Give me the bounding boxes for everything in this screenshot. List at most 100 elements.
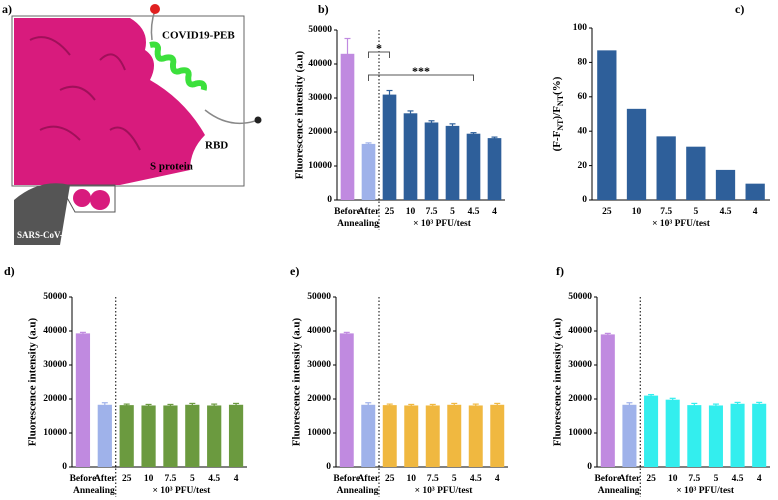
y-tick-label: 20 — [578, 161, 588, 171]
y-axis-label-part: NT — [556, 94, 565, 106]
error-bar — [428, 120, 435, 125]
y-tick-label: 50000 — [307, 292, 331, 302]
error-bar — [408, 403, 415, 407]
bar — [141, 405, 156, 467]
panel-label: a) — [2, 2, 12, 16]
bar — [466, 133, 481, 200]
y-tick-label: 10000 — [568, 428, 592, 438]
x-axis-label: × 10³ PFU/test — [415, 486, 474, 496]
bar — [665, 399, 680, 467]
y-tick-label: 30000 — [308, 93, 332, 103]
x-tick-label: 4.5 — [720, 207, 732, 217]
error-bar — [491, 136, 498, 140]
y-tick-label: 10000 — [307, 428, 331, 438]
x-tick-label: 7.5 — [660, 207, 672, 217]
significance-bracket — [368, 51, 390, 58]
y-tick-label: 0 — [582, 195, 587, 205]
bar — [745, 183, 765, 200]
error-bar — [386, 403, 393, 407]
spike — [90, 190, 110, 210]
x-tick-label: 4.5 — [208, 474, 220, 484]
bar — [597, 50, 617, 200]
bar — [447, 404, 462, 467]
bar — [468, 405, 483, 467]
x-tick-label: 4.5 — [468, 207, 480, 217]
error-bar — [756, 401, 763, 406]
bar — [752, 403, 767, 467]
y-tick-label: 40000 — [568, 326, 592, 336]
error-bar — [472, 403, 479, 407]
error-bar — [494, 402, 501, 407]
x-tick-label: 4.5 — [732, 474, 744, 484]
error-bar — [734, 401, 741, 406]
x-tick-label: 25 — [385, 207, 395, 217]
y-tick-label: 20000 — [307, 394, 331, 404]
bar — [207, 405, 222, 467]
error-bar — [604, 332, 611, 336]
x-tick-label: Before — [70, 474, 97, 484]
error-bar — [101, 402, 108, 407]
y-axis-label-part: )/F — [551, 106, 563, 120]
error-bar — [79, 331, 86, 335]
bar — [404, 405, 419, 467]
label: RBD — [205, 140, 228, 152]
bar — [163, 405, 178, 467]
bar — [382, 94, 397, 200]
y-tick-label: 60 — [578, 92, 588, 102]
significance-bracket — [368, 74, 474, 81]
y-tick-label: 20000 — [308, 127, 332, 137]
y-tick-label: 50000 — [308, 25, 332, 35]
x-axis-label: × 10³ PFU/test — [676, 486, 735, 496]
x-tick-label: 10 — [144, 474, 154, 484]
x-tick-label: 10 — [406, 207, 416, 217]
x-tick-label: 4 — [234, 474, 239, 484]
x-axis-label: × 10³ PFU/test — [413, 219, 472, 229]
y-axis-label-part: (%) — [551, 76, 563, 95]
bar — [119, 405, 134, 467]
x-axis-label: × 10³ PFU/test — [652, 219, 711, 229]
y-tick-label: 20000 — [43, 394, 67, 404]
x-tick-label: 25 — [385, 474, 395, 484]
x-tick-label: 4 — [492, 207, 497, 217]
bar — [361, 404, 376, 467]
bar — [622, 404, 637, 467]
y-tick-label: 40 — [578, 126, 588, 136]
x-tick-label: After — [94, 474, 116, 484]
bar — [490, 404, 505, 467]
group-label: Annealing — [337, 486, 379, 496]
label: S protein — [150, 161, 193, 173]
x-tick-label: After — [358, 207, 380, 217]
y-axis-label: Fluorescence intensity (a.u) — [552, 317, 564, 446]
illustration: a) COVID19-PEB RBD S protein SARS-CoV-2 — [2, 2, 262, 245]
tether — [204, 109, 259, 125]
y-tick-label: 30000 — [43, 360, 67, 370]
y-tick-label: 0 — [62, 462, 67, 472]
panel-label: f) — [556, 264, 564, 278]
bar — [656, 136, 676, 200]
error-bar — [648, 393, 655, 397]
zoom-box — [59, 184, 116, 213]
error-bar — [344, 37, 351, 70]
bar — [228, 404, 244, 467]
bar — [487, 138, 502, 200]
significance-label: *** — [412, 64, 430, 78]
significance-label: * — [376, 41, 382, 55]
y-tick-label: 0 — [326, 462, 331, 472]
x-tick-label: Before — [594, 474, 621, 484]
y-tick-label: 30000 — [307, 360, 331, 370]
x-axis-label: × 10³ PFU/test — [152, 486, 211, 496]
x-tick-label: 25 — [122, 474, 132, 484]
bar — [715, 169, 736, 200]
group-label: Annealing — [73, 486, 115, 496]
label: SARS-CoV-2 — [17, 230, 68, 240]
bar — [686, 146, 706, 200]
bar — [425, 405, 440, 467]
y-tick-label: 80 — [578, 58, 588, 68]
bar — [687, 405, 702, 467]
y-tick-label: 40000 — [308, 59, 332, 69]
x-tick-label: 5 — [190, 474, 195, 484]
x-tick-label: 7.5 — [427, 474, 439, 484]
y-axis-label: Fluorescence intensity (a.u) — [294, 50, 306, 179]
error-bar — [626, 402, 633, 407]
virus-particle — [14, 183, 70, 245]
